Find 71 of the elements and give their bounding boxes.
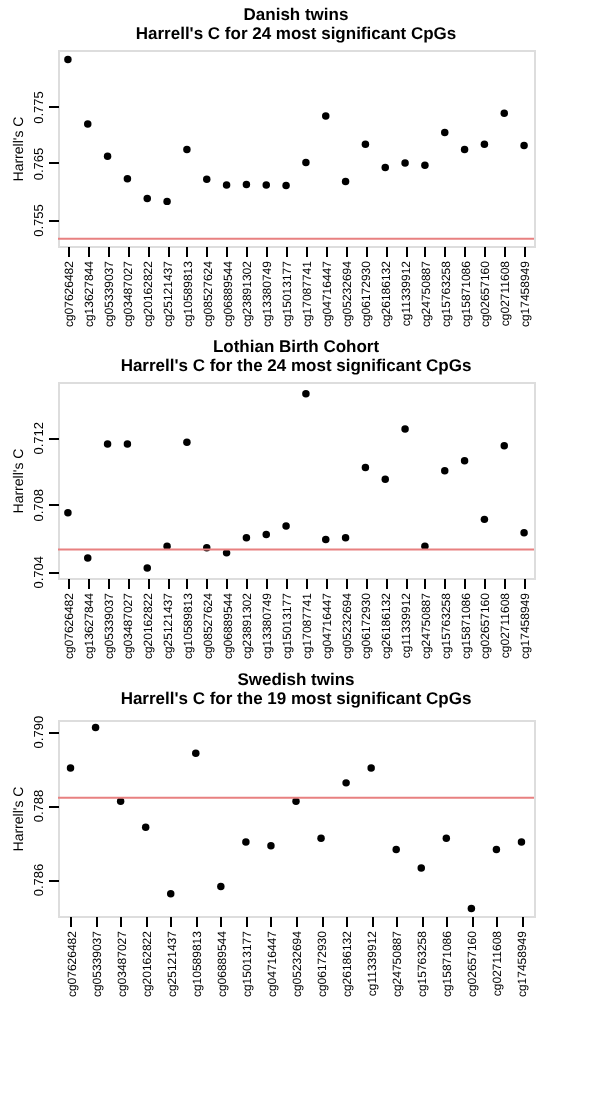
point xyxy=(242,180,251,189)
point xyxy=(520,529,528,537)
point xyxy=(317,834,325,843)
point xyxy=(262,181,270,189)
point xyxy=(520,141,528,150)
point xyxy=(500,441,508,450)
point xyxy=(460,145,469,154)
point xyxy=(163,197,171,206)
point xyxy=(361,140,370,149)
point xyxy=(282,522,290,530)
point xyxy=(222,181,231,189)
point xyxy=(302,158,310,167)
point xyxy=(242,534,251,542)
point xyxy=(123,175,132,183)
point xyxy=(381,163,389,172)
point xyxy=(302,389,310,398)
chart-subtitle: Harrell's C for the 24 most significant CpGs xyxy=(120,355,472,375)
point xyxy=(480,140,489,149)
point xyxy=(103,440,112,448)
point xyxy=(421,542,429,550)
point xyxy=(183,145,191,154)
point xyxy=(500,109,508,117)
chart-title: Danish twins xyxy=(243,4,349,24)
point xyxy=(441,467,449,475)
point xyxy=(217,882,225,891)
point xyxy=(143,564,151,572)
point xyxy=(116,797,125,806)
point xyxy=(91,723,100,732)
point xyxy=(267,842,275,850)
point xyxy=(361,463,370,472)
point xyxy=(367,764,375,772)
point xyxy=(163,542,171,550)
point xyxy=(292,797,300,806)
point xyxy=(262,530,270,539)
point xyxy=(341,534,350,542)
point xyxy=(166,890,175,898)
point xyxy=(492,845,501,854)
point xyxy=(322,112,330,120)
point xyxy=(66,764,75,772)
point xyxy=(480,515,489,524)
point xyxy=(421,161,429,169)
point xyxy=(64,55,72,64)
point xyxy=(192,749,200,758)
chart-subtitle: Harrell's C for 24 most significant CpGs xyxy=(135,23,457,43)
point xyxy=(401,425,409,433)
point xyxy=(183,438,191,447)
point xyxy=(141,823,150,831)
point xyxy=(84,554,92,562)
point xyxy=(64,508,72,517)
point xyxy=(143,194,151,203)
point xyxy=(341,177,350,186)
point xyxy=(460,457,469,465)
point xyxy=(123,440,132,448)
point xyxy=(467,904,476,913)
point xyxy=(392,845,400,854)
point xyxy=(322,535,330,544)
point xyxy=(282,181,290,190)
chart-subtitle: Harrell's C for the 19 most significant CpGs xyxy=(120,687,472,708)
chart-title: Swedish twins xyxy=(237,668,356,689)
point xyxy=(203,175,211,184)
point xyxy=(441,128,449,137)
point xyxy=(381,475,389,483)
point xyxy=(342,779,350,787)
point xyxy=(417,864,426,872)
point xyxy=(84,120,92,128)
point xyxy=(103,152,112,160)
point xyxy=(442,834,451,843)
chart-title: Lothian Birth Cohort xyxy=(212,336,380,356)
point xyxy=(401,159,409,167)
point xyxy=(242,838,250,846)
point xyxy=(517,838,526,846)
